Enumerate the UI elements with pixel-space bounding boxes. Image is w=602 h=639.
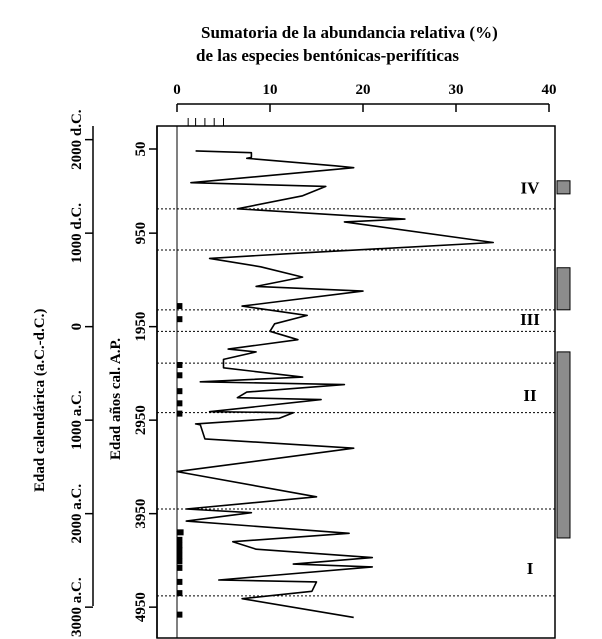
- cal-bp-tick-label: 2950: [133, 405, 149, 435]
- cal-bp-tick-label: 3950: [133, 499, 149, 529]
- calendar-tick-label: 2000 a.C.: [69, 484, 85, 544]
- x-tick-label: 30: [449, 82, 464, 98]
- zone-boundary-lines: [157, 208, 555, 597]
- cal-bp-tick-label: 950: [133, 222, 149, 245]
- chart-title-line2: de las especies bentónicas-perifíticas: [196, 46, 459, 65]
- series-line: [176, 150, 495, 619]
- small-bar: [177, 564, 183, 571]
- small-bar: [177, 410, 183, 417]
- strip-bar: [556, 180, 571, 195]
- small-bar: [177, 400, 183, 407]
- small-bar: [177, 536, 183, 543]
- calendar-tick-label: 3000 a.C.: [69, 577, 85, 637]
- x-tick-label: 40: [542, 82, 557, 98]
- x-axis: 0 10 20 30 40: [173, 82, 557, 126]
- x-tick-label: 20: [356, 82, 371, 98]
- zone-label: II: [523, 386, 537, 405]
- strip-bar: [556, 351, 571, 539]
- cal-bp-tick-label: 50: [133, 142, 149, 157]
- small-bar: [177, 529, 184, 536]
- chart-title-line1: Sumatoria de la abundancia relativa (%): [201, 23, 498, 42]
- small-bar: [177, 590, 183, 597]
- small-bar: [177, 578, 183, 585]
- cal-bp-axis: 50 950 1950 2950 3950 4950: [133, 126, 158, 638]
- x-tick-label: 0: [173, 82, 181, 98]
- calendar-tick-label: 1000 d.C.: [69, 203, 85, 264]
- x-tick-label: 10: [263, 82, 278, 98]
- cal-bp-tick-label: 1950: [133, 312, 149, 342]
- small-bar: [177, 372, 183, 379]
- zone-label: I: [527, 559, 534, 578]
- zone-label: III: [520, 310, 540, 329]
- small-bar: [177, 611, 183, 618]
- cal-bp-tick-label: 4950: [133, 592, 149, 622]
- strip-bar: [556, 267, 571, 311]
- calendar-axis: 2000 d.C. 1000 d.C. 0 1000 a.C. 2000 a.C. 300…: [69, 109, 94, 637]
- right-strip: [556, 180, 571, 539]
- calendar-axis-label: Edad calendárica (a.C.-d.C.): [32, 309, 48, 492]
- small-bar: [177, 388, 183, 395]
- small-bars: [177, 303, 184, 618]
- calendar-tick-label: 1000 a.C.: [69, 390, 85, 450]
- small-bar: [177, 558, 183, 565]
- small-bar: [177, 303, 183, 310]
- calendar-tick-label: 0: [69, 323, 85, 331]
- zone-label: IV: [521, 178, 541, 197]
- cal-bp-axis-label: Edad años cal. A.P.: [108, 338, 124, 460]
- small-bar: [177, 542, 183, 549]
- small-bar: [177, 552, 183, 559]
- small-bar: [177, 316, 183, 323]
- small-bar: [177, 361, 183, 368]
- calendar-tick-label: 2000 d.C.: [69, 109, 85, 170]
- small-bar: [177, 547, 183, 554]
